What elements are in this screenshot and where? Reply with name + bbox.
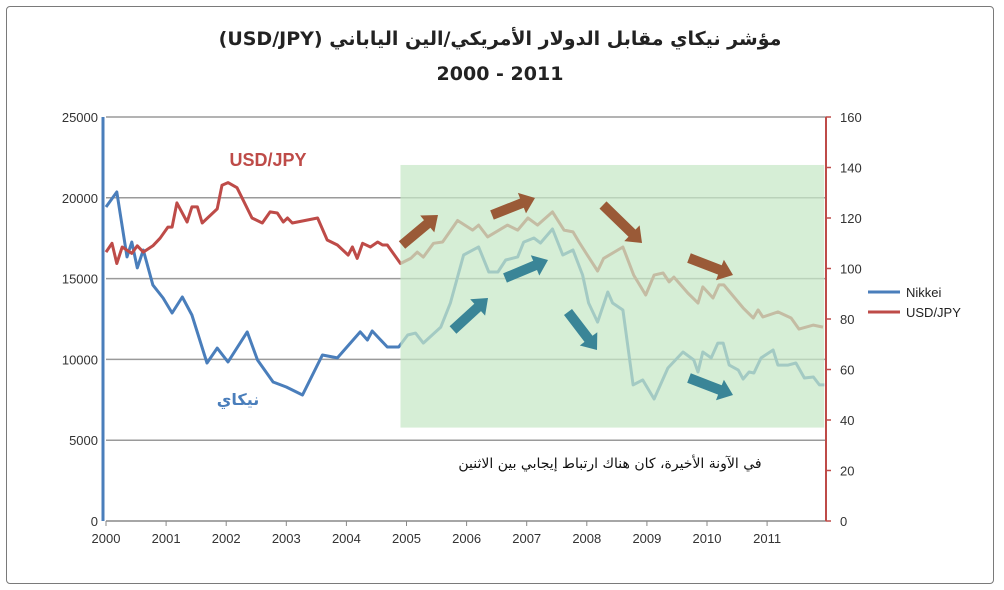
usdjpy-trend-arrow-icon [398, 215, 438, 249]
chart-frame [6, 6, 994, 584]
x-tick-label: 2002 [212, 531, 241, 546]
y-right-tick-label: 0 [840, 514, 847, 529]
y-right-tick-label: 40 [840, 413, 854, 428]
y-left-tick-label: 25000 [62, 110, 98, 125]
usdjpy-trend-arrow-icon [687, 253, 733, 281]
x-tick-label: 2008 [572, 531, 601, 546]
nikkei-trend-arrow-icon [687, 373, 733, 401]
y-right-tick-label: 120 [840, 211, 862, 226]
y-left-tick-label: 5000 [69, 433, 98, 448]
x-tick-label: 2003 [272, 531, 301, 546]
x-tick-label: 2000 [92, 531, 121, 546]
y-left-tick-label: 0 [91, 514, 98, 529]
y-right-tick-label: 80 [840, 312, 854, 327]
highlight-region [400, 164, 825, 428]
x-tick-label: 2009 [632, 531, 661, 546]
x-tick-label: 2001 [152, 531, 181, 546]
chart-subtitle: 2000 - 2011 [437, 63, 564, 85]
x-tick-label: 2007 [512, 531, 541, 546]
y-right-tick-label: 100 [840, 262, 862, 277]
x-tick-label: 2011 [753, 531, 781, 546]
y-left-tick-label: 15000 [62, 272, 98, 287]
x-tick-label: 2004 [332, 531, 361, 546]
y-right-tick-label: 160 [840, 110, 862, 125]
y-left-tick-label: 10000 [62, 352, 98, 367]
x-tick-label: 2010 [693, 531, 722, 546]
legend-label-nikkei: Nikkei [906, 285, 942, 300]
y-right-tick-label: 60 [840, 363, 854, 378]
x-tick-label: 2006 [452, 531, 481, 546]
y-right-tick-label: 140 [840, 161, 862, 176]
usdjpy-trend-arrow-icon [599, 201, 642, 243]
nikkei-trend-arrow-icon [449, 298, 488, 334]
usdjpy-series-label: USD/JPY [229, 150, 306, 170]
nikkei-trend-arrow-icon [503, 255, 548, 283]
y-left-tick-label: 20000 [62, 191, 98, 206]
chart-title: مؤشر نيكاي مقابل الدولار الأمريكي/الين ا… [219, 27, 782, 51]
annotation-text: في الآونة الأخيرة، كان هناك ارتباط إيجاب… [458, 454, 761, 472]
legend: Nikkei USD/JPY [868, 285, 961, 320]
x-tick-label: 2005 [392, 531, 421, 546]
nikkei-series-label: نيكاي [217, 390, 260, 410]
usdjpy-trend-arrow-icon [490, 192, 535, 220]
y-right-tick-label: 20 [840, 464, 854, 479]
legend-label-usdjpy: USD/JPY [906, 305, 961, 320]
nikkei-trend-arrow-icon [564, 309, 598, 350]
